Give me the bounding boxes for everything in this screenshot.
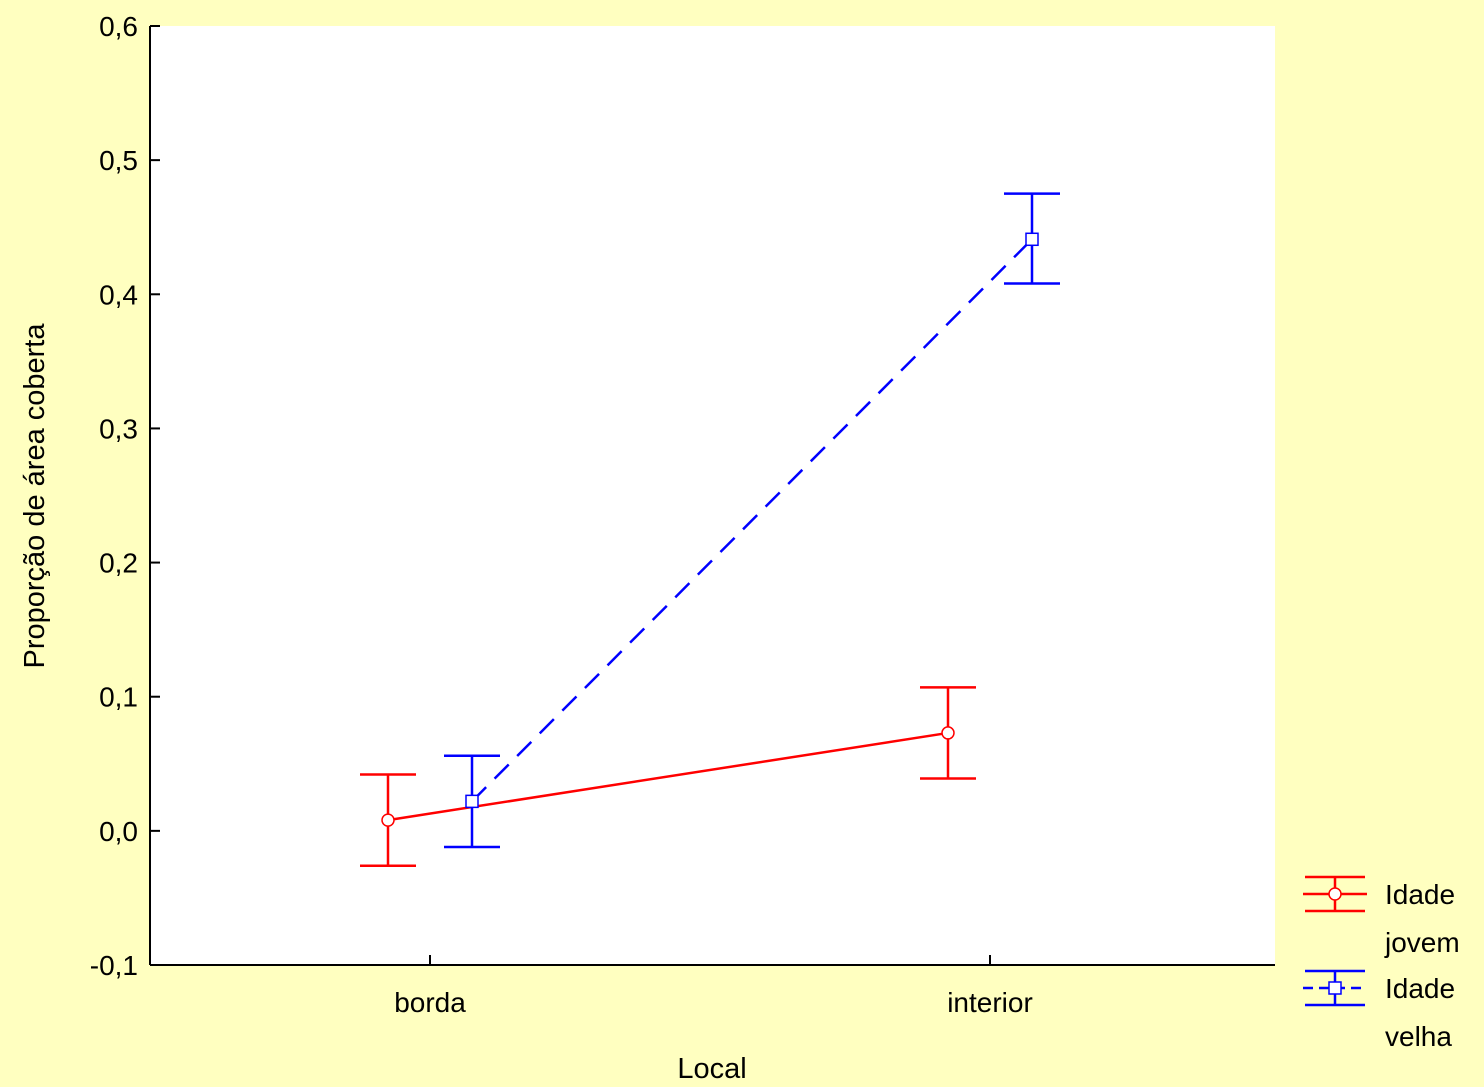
data-point — [381, 813, 395, 827]
series-line — [387, 731, 949, 822]
legend-marker — [1328, 887, 1342, 901]
legend: Idade jovem Idade velha — [1303, 875, 1460, 1052]
legend-label: Idade — [1385, 879, 1455, 910]
y-tick-label: 0,0 — [99, 816, 138, 847]
legend-label: velha — [1385, 1021, 1452, 1052]
legend-label: jovem — [1384, 927, 1460, 958]
y-tick-label: 0,6 — [99, 11, 138, 42]
series-idade-jovem — [360, 686, 976, 867]
x-tick-label: interior — [947, 987, 1033, 1018]
y-tick-label: 0,4 — [99, 279, 138, 310]
data-point — [941, 726, 955, 740]
series-idade-velha — [444, 192, 1060, 849]
legend-item-idade-velha: Idade velha — [1303, 969, 1455, 1052]
series-line — [471, 238, 1033, 803]
x-axis-title: Local — [677, 1053, 746, 1085]
y-axis-title: Proporção de área coberta — [19, 323, 51, 669]
data-point — [1025, 232, 1039, 247]
y-tick-label: -0,1 — [90, 950, 138, 981]
legend-label: Idade — [1385, 973, 1455, 1004]
x-tick-label: borda — [394, 987, 466, 1018]
y-tick-label: 0,5 — [99, 145, 138, 176]
legend-marker — [1328, 981, 1342, 995]
plot-area — [150, 26, 1275, 965]
y-tick-label: 0,1 — [99, 682, 138, 713]
y-tick-label: 0,2 — [99, 548, 138, 579]
data-point — [465, 794, 479, 809]
y-tick-label: 0,3 — [99, 413, 138, 444]
legend-item-idade-jovem: Idade jovem — [1303, 875, 1460, 958]
